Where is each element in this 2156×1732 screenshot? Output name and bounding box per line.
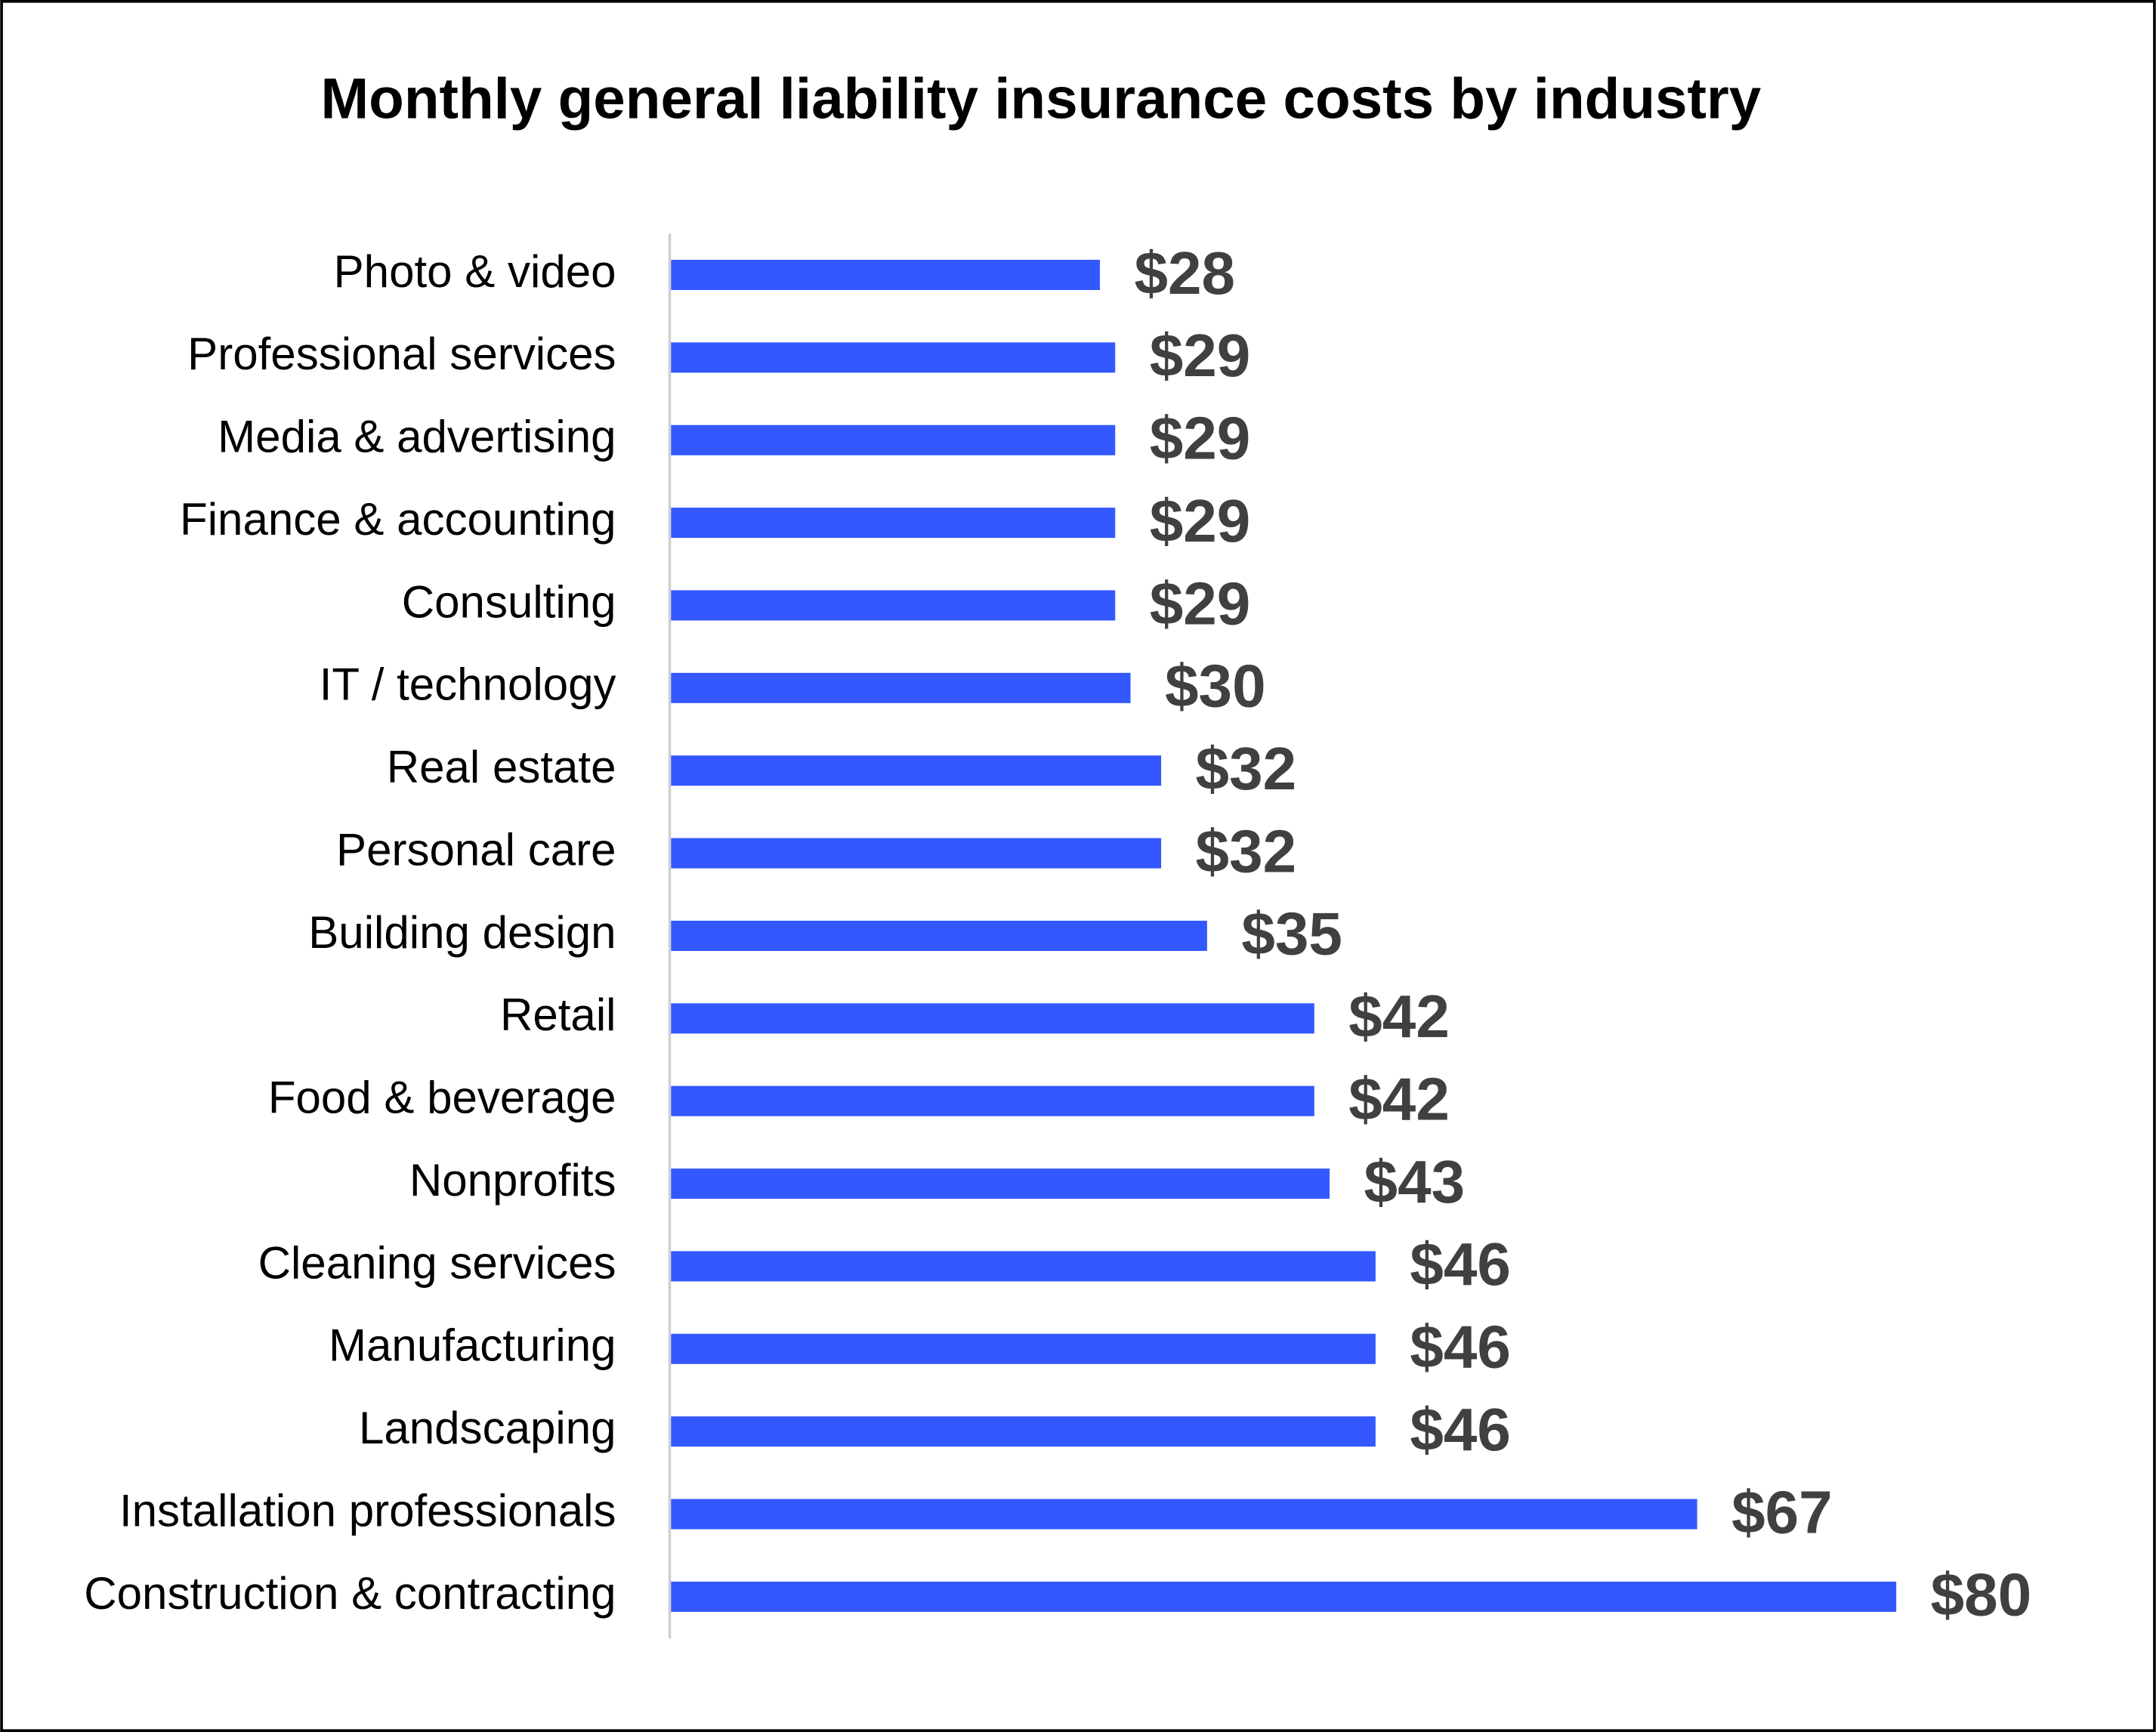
value-label: $67 [1731, 1478, 1833, 1545]
bar [671, 755, 1162, 786]
value-label: $29 [1150, 322, 1251, 389]
value-label: $30 [1165, 653, 1266, 720]
bar [671, 838, 1162, 869]
value-label: $43 [1364, 1148, 1466, 1215]
value-label: $35 [1241, 900, 1342, 968]
value-label: $42 [1348, 1065, 1450, 1132]
category-label: Professional services [187, 329, 616, 379]
value-label: $29 [1150, 405, 1251, 472]
bar [671, 425, 1116, 455]
bar [671, 1581, 1897, 1612]
category-label: Cleaning services [258, 1237, 616, 1288]
value-label: $32 [1196, 735, 1297, 802]
bar [671, 259, 1100, 290]
category-label: Personal care [336, 824, 616, 875]
bar [671, 1499, 1697, 1530]
value-label: $29 [1150, 570, 1251, 637]
category-label: Retail [500, 989, 616, 1040]
value-label: $28 [1134, 239, 1235, 307]
category-label: Finance & accounting [180, 494, 616, 545]
value-label: $29 [1150, 487, 1251, 554]
value-label: $46 [1410, 1230, 1511, 1298]
bar [671, 1416, 1376, 1447]
bar [671, 1169, 1330, 1199]
bar [671, 1333, 1376, 1364]
value-label: $42 [1348, 983, 1450, 1050]
category-label: Media & advertising [218, 412, 616, 462]
value-label: $46 [1410, 1314, 1511, 1381]
bar [671, 342, 1116, 373]
value-label: $80 [1931, 1561, 2032, 1629]
bar [671, 1085, 1314, 1116]
category-label: Landscaping [359, 1403, 616, 1453]
bar [671, 508, 1116, 539]
value-label: $46 [1410, 1396, 1511, 1463]
category-label: Building design [308, 907, 616, 958]
bar [671, 1251, 1376, 1282]
category-label: Consulting [402, 576, 616, 627]
category-label: IT / technology [320, 659, 616, 710]
bar [671, 590, 1116, 621]
category-label: Real estate [387, 742, 616, 792]
category-label: Food & beverage [268, 1073, 616, 1123]
chart-title: Monthly general liability insurance cost… [320, 67, 1761, 131]
bar [671, 1003, 1314, 1034]
value-label: $32 [1196, 817, 1297, 885]
category-label: Photo & video [334, 246, 616, 297]
bar [671, 920, 1207, 951]
category-label: Manufacturing [329, 1320, 616, 1371]
category-label: Nonprofits [409, 1155, 616, 1206]
category-label: Construction & contracting [84, 1568, 616, 1619]
category-label: Installation professionals [119, 1485, 616, 1536]
bar [671, 672, 1131, 703]
